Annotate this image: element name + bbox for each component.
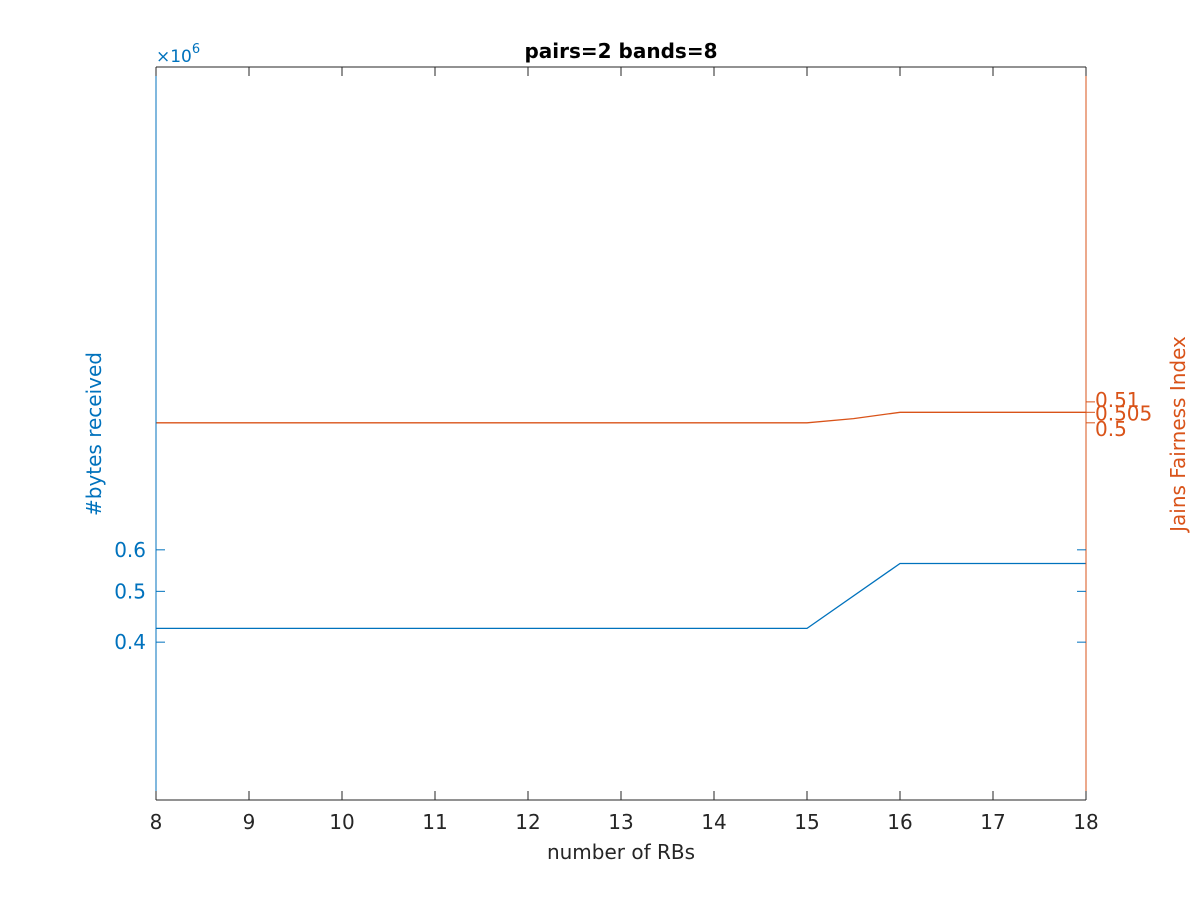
x-tick-label: 10: [329, 810, 354, 834]
axes-layer: 8 9 10 11 12 13 14 15 16 17 180.40.50.60.50.5050.5…: [114, 66, 1152, 834]
right-tick-label: 0.5: [1095, 417, 1127, 441]
right-tick-label: 0.505: [1095, 401, 1152, 425]
x-tick-label: 18: [1073, 810, 1098, 834]
left-axis-exponent-power: 6: [192, 42, 200, 57]
left-tick-label: 0.5: [114, 579, 146, 603]
series-line-1: [156, 411, 1086, 424]
x-tick-label: 13: [608, 810, 633, 834]
left-axis-label: #bytes received: [82, 352, 106, 516]
left-axis-exponent: ×106: [156, 42, 200, 67]
series-layer: [156, 411, 1086, 630]
series-line-0: [156, 562, 1086, 630]
x-tick-label: 9: [243, 810, 256, 834]
left-tick-label: 0.4: [114, 630, 146, 654]
x-tick-label: 15: [794, 810, 819, 834]
left-tick-label: 0.6: [114, 538, 146, 562]
x-tick-label: 17: [980, 810, 1005, 834]
right-tick-label: 0.51: [1095, 388, 1140, 412]
left-axis-exponent-base: ×10: [156, 47, 192, 67]
x-tick-label: 16: [887, 810, 912, 834]
x-tick-label: 12: [515, 810, 540, 834]
right-axis-label: Jains Fairness Index: [1166, 336, 1190, 534]
x-tick-label: 8: [150, 810, 163, 834]
x-axis-label: number of RBs: [547, 840, 695, 864]
chart-title: pairs=2 bands=8: [524, 39, 717, 63]
x-tick-label: 11: [422, 810, 447, 834]
x-tick-label: 14: [701, 810, 726, 834]
